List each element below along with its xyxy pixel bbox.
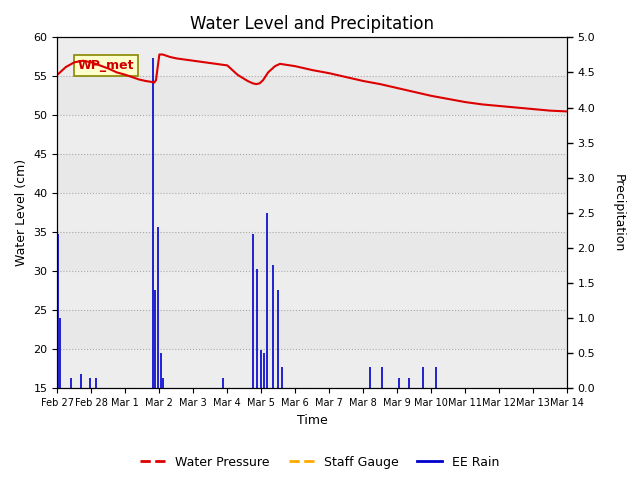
- X-axis label: Time: Time: [297, 414, 328, 427]
- Bar: [58, 271, 567, 311]
- Bar: [58, 37, 567, 76]
- Y-axis label: Precipitation: Precipitation: [612, 174, 625, 252]
- Y-axis label: Water Level (cm): Water Level (cm): [15, 159, 28, 266]
- Legend: Water Pressure, Staff Gauge, EE Rain: Water Pressure, Staff Gauge, EE Rain: [136, 451, 504, 474]
- Text: WP_met: WP_met: [78, 59, 134, 72]
- Bar: [58, 115, 567, 155]
- Bar: [58, 349, 567, 388]
- Bar: [58, 193, 567, 232]
- Title: Water Level and Precipitation: Water Level and Precipitation: [190, 15, 435, 33]
